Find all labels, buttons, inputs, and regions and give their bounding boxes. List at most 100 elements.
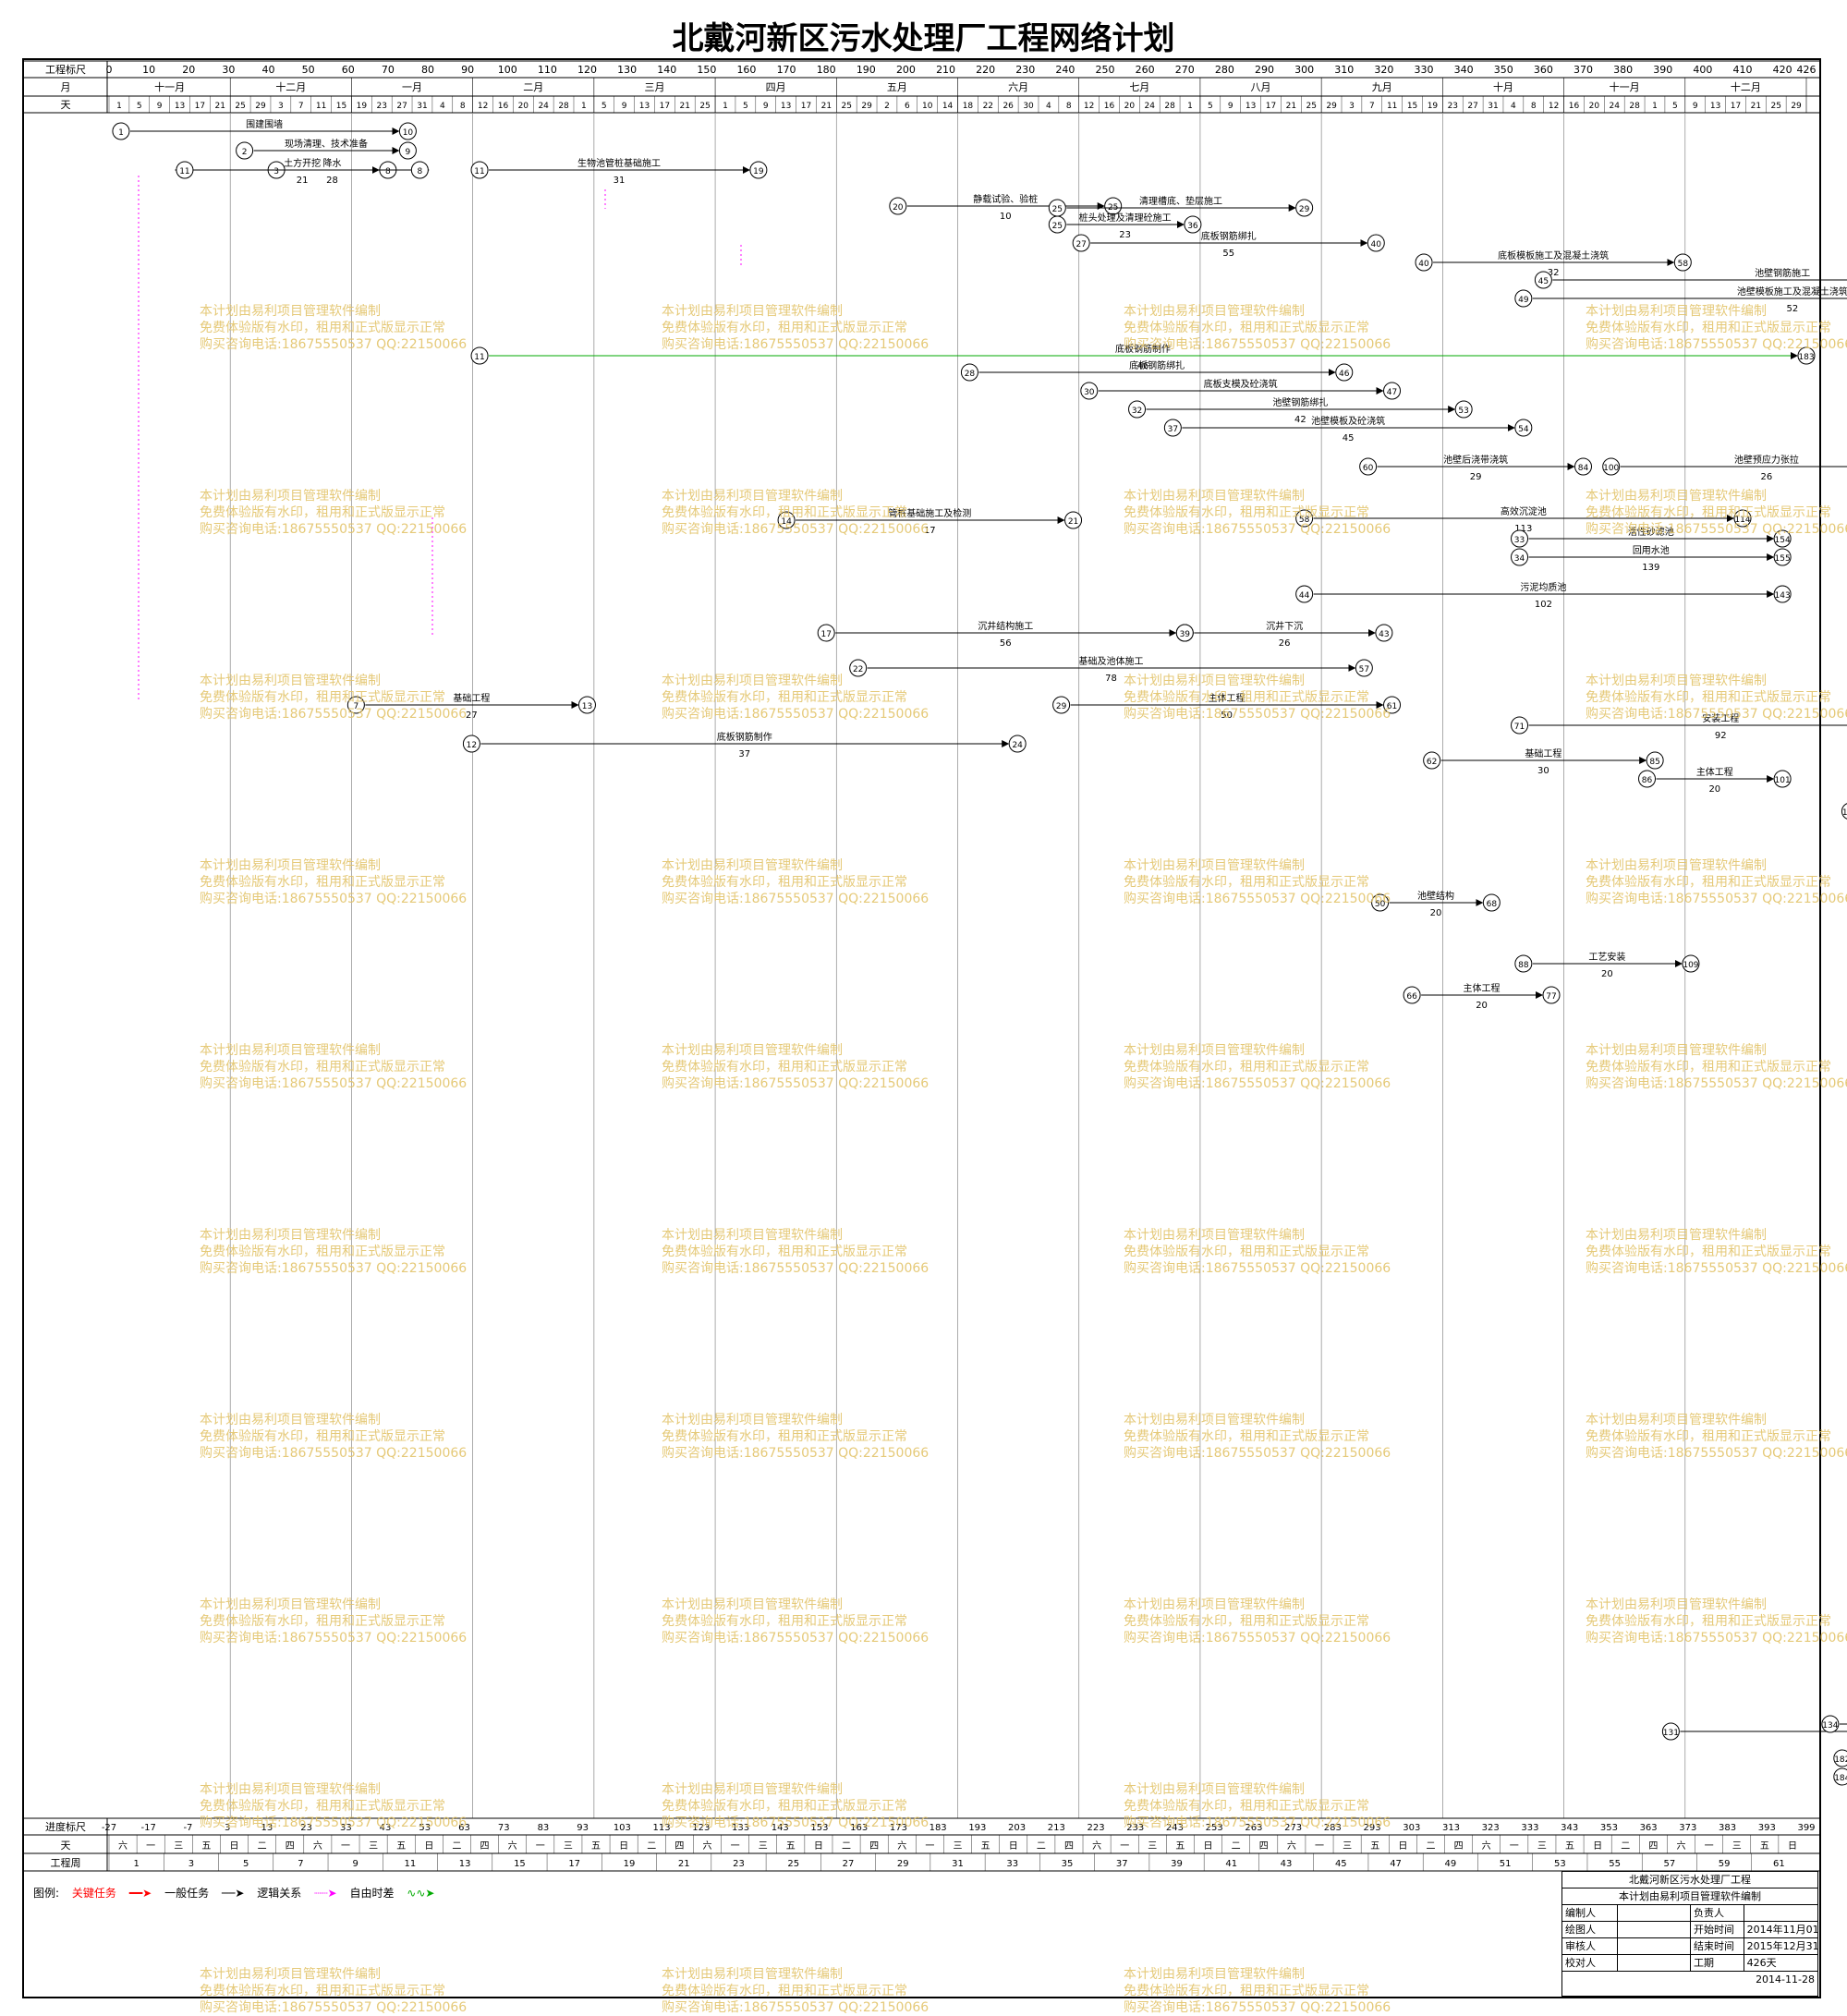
day-label: 12	[1084, 102, 1094, 111]
legend-logic: 逻辑关系	[257, 1887, 302, 1900]
event-node	[398, 141, 417, 160]
day-label: 9	[157, 102, 163, 111]
day-label: 14	[942, 102, 954, 111]
progress-tick: 303	[1403, 1823, 1420, 1833]
scale-tick: 80	[421, 64, 434, 76]
event-node	[1367, 234, 1385, 252]
scale-tick: 350	[1494, 64, 1513, 76]
progress-tick: 203	[1008, 1823, 1026, 1833]
event-node	[1542, 986, 1561, 1004]
weekday-label: 三	[174, 1841, 183, 1852]
scale-tick: 210	[936, 64, 955, 76]
event-node	[1773, 529, 1792, 548]
day-label: 25	[841, 102, 851, 111]
info-cell: 工期	[1691, 1955, 1744, 1971]
info-header1: 北戴河新区污水处理厂工程	[1629, 1874, 1751, 1886]
month-label: 十月	[1493, 80, 1513, 93]
weekday-label: 日	[1593, 1841, 1602, 1852]
event-node-label: 37	[1168, 425, 1178, 434]
event-node	[1773, 548, 1792, 566]
day-label: 23	[377, 102, 387, 111]
weekday-label: 五	[396, 1841, 406, 1852]
event-node	[817, 624, 835, 642]
week-label: 17	[568, 1859, 580, 1869]
day-label: 25	[235, 102, 245, 111]
day-label: 5	[137, 102, 142, 111]
event-node-label: 1	[118, 128, 124, 138]
activity-name: 底板钢筋制作	[1115, 343, 1171, 355]
day-label: 7	[298, 102, 304, 111]
info-cell	[1618, 1955, 1691, 1971]
info-cell: 结束时间	[1691, 1938, 1744, 1954]
event-node-label: 77	[1546, 992, 1556, 1002]
header-label-scale: 工程标尺	[45, 63, 86, 76]
event-node	[1673, 253, 1692, 272]
weekday-label: 日	[814, 1841, 823, 1852]
event-node	[1511, 529, 1529, 548]
progress-tick: 103	[614, 1823, 631, 1833]
week-label: 47	[1390, 1859, 1402, 1869]
scale-tick: 160	[736, 64, 756, 76]
weekday-label: 五	[1175, 1841, 1185, 1852]
day-label: 26	[1002, 102, 1014, 111]
day-label: 22	[983, 102, 993, 111]
weekday-label: 六	[1676, 1840, 1685, 1852]
activity-duration: 32	[1548, 268, 1560, 278]
day-label: 13	[175, 102, 185, 111]
event-node-label: 44	[1299, 591, 1310, 601]
event-node	[1682, 954, 1700, 973]
event-node	[1403, 986, 1421, 1004]
day-label: 25	[699, 102, 710, 111]
day-label: 5	[743, 102, 748, 111]
activity-duration: 28	[326, 176, 338, 186]
weekday-label: 三	[1148, 1841, 1157, 1852]
info-cell: 负责人	[1691, 1905, 1744, 1921]
progress-tick: 373	[1679, 1823, 1696, 1833]
legend-normal-arrow: ──➤	[221, 1887, 245, 1900]
info-box: 北戴河新区污水处理厂工程 本计划由易利项目管理软件编制 编制人 负责人 绘图人 开始…	[1561, 1871, 1818, 1997]
activity-duration: 17	[924, 526, 936, 536]
event-node	[1295, 509, 1314, 528]
weekday-label: 一	[536, 1841, 545, 1852]
week-label: 31	[952, 1859, 964, 1869]
event-node-label: 14	[781, 517, 792, 527]
legend-float: 自由时差	[349, 1887, 395, 1900]
scale-tick: 380	[1613, 64, 1633, 76]
scale-tick: 220	[976, 64, 995, 76]
scale-tick: 240	[1055, 64, 1075, 76]
progress-tick: 333	[1521, 1823, 1538, 1833]
weekday-label: 日	[619, 1841, 628, 1852]
day-label: 4	[440, 102, 445, 111]
info-cell: 校对人	[1562, 1955, 1618, 1971]
progress-tick: 273	[1284, 1823, 1302, 1833]
event-node	[1797, 346, 1816, 365]
activity-name: 主体工程	[1209, 693, 1246, 704]
scale-tick: 340	[1454, 64, 1474, 76]
event-node-label: 10	[403, 128, 414, 138]
activity-duration: 31	[614, 176, 626, 186]
progress-tick: 173	[890, 1823, 907, 1833]
weekday-label: 五	[1565, 1841, 1574, 1852]
day-label: 29	[255, 102, 266, 111]
event-node	[1602, 457, 1621, 476]
week-label: 53	[1554, 1859, 1566, 1869]
day-label: 15	[336, 102, 346, 111]
info-date: 2014-11-28	[1756, 1973, 1815, 1986]
scale-tick: 100	[498, 64, 517, 76]
scale-tick: 420	[1773, 64, 1792, 76]
week-label: 45	[1335, 1859, 1347, 1869]
progress-tick: 83	[538, 1823, 550, 1833]
activity-duration: 102	[1535, 600, 1552, 610]
activity-name: 池壁模板及砼浇筑	[1311, 415, 1385, 427]
weekday-label: 六	[1287, 1840, 1296, 1852]
activity-duration: 10	[1000, 212, 1012, 222]
weekday-label: 三	[564, 1841, 573, 1852]
week-label: 3	[188, 1859, 194, 1869]
event-node	[1482, 893, 1501, 912]
day-label: 21	[1286, 102, 1296, 111]
event-node-label: 183	[1798, 353, 1814, 362]
weekday-label: 六	[508, 1840, 517, 1852]
event-node	[470, 346, 489, 365]
day-label: 4	[1511, 102, 1516, 111]
activity-name: 管桩基础施工及检测	[888, 507, 971, 519]
